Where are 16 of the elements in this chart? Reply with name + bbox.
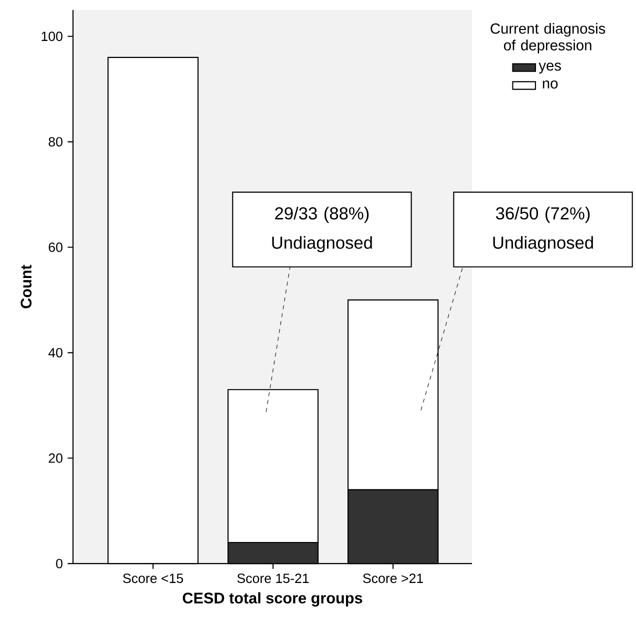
legend-label: yes [538, 62, 561, 74]
text: 36/50 (72%) Undiagnosed [493, 206, 593, 252]
annotation: 29/33 (88%) Undiagnosed [272, 206, 372, 252]
x-axis-title: CESD total score groups [182, 592, 362, 607]
x-tick-label: Score 15-21 [237, 574, 309, 584]
x-tick-label: Score >21 [363, 574, 423, 584]
y-axis-title: Count [20, 264, 32, 308]
y-tick-label: 100 [42, 32, 62, 42]
y-tick-label: 40 [48, 348, 62, 358]
legend-title: Current diagnosis of depression [490, 23, 606, 54]
x-tick-label: Score <15 [123, 574, 184, 584]
legend-label: no [542, 80, 558, 89]
y-tick-label: 60 [48, 242, 62, 252]
y-tick-label: 0 [56, 558, 62, 568]
y-tick-label: 80 [48, 137, 62, 147]
y-tick-label: 20 [48, 453, 62, 463]
